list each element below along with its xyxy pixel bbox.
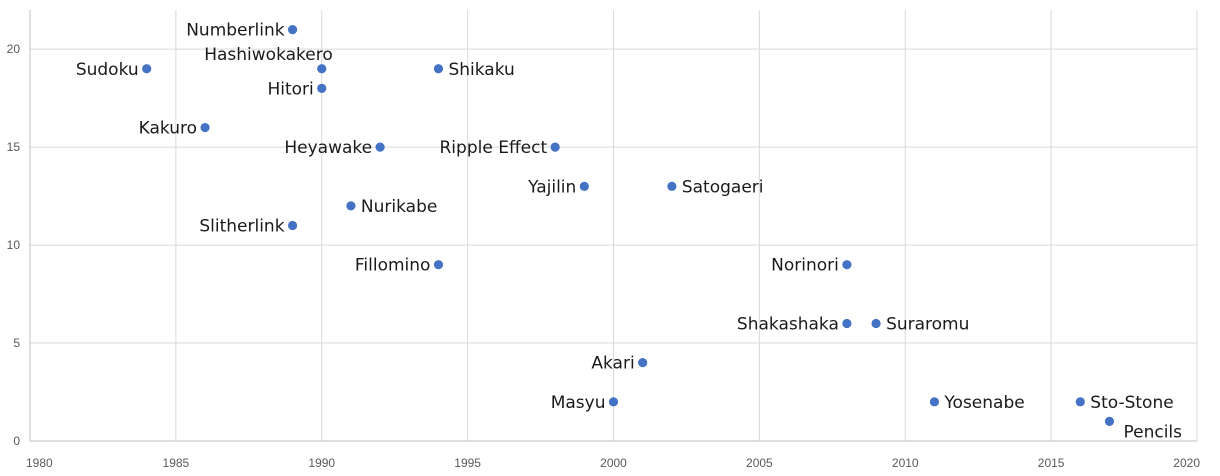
point-label: Pencils (1123, 422, 1182, 442)
data-point (608, 397, 619, 407)
point-label: Suraromu (886, 314, 969, 334)
tick-labels: 1980 1985 1990 1995 2000 2005 2010 2015 20200510… (7, 42, 1201, 470)
axes (29, 10, 1197, 442)
data-point (550, 142, 560, 152)
point-label: Yosenabe (943, 393, 1024, 413)
data-point (317, 83, 327, 93)
y-tick-label: 10 (7, 238, 21, 252)
data-point (871, 318, 881, 329)
data-points (142, 24, 1115, 427)
data-point (1075, 397, 1085, 407)
gridlines (29, 10, 1198, 441)
point-label: Numberlink (186, 21, 285, 41)
point-label: Masyu (551, 393, 606, 413)
data-point (579, 181, 589, 191)
data-point (638, 358, 648, 368)
x-tick-label: 1990 (308, 456, 335, 470)
point-label: Akari (591, 354, 634, 374)
data-point (375, 142, 385, 152)
point-label: Shikaku (448, 60, 514, 80)
x-tick-label: 1995 (454, 456, 481, 470)
y-tick-label: 0 (13, 434, 20, 448)
x-tick-label: 2020 (1173, 456, 1200, 470)
point-label: Yajilin (527, 177, 576, 197)
data-point (200, 122, 210, 133)
point-label: Slitherlink (199, 217, 284, 237)
data-point (842, 318, 852, 329)
y-tick-label: 15 (7, 140, 21, 154)
point-label: Sudoku (76, 60, 139, 80)
data-point (287, 24, 298, 35)
x-tick-label: 2010 (892, 456, 919, 470)
x-tick-label: 2000 (600, 456, 627, 470)
point-label: Fillomino (355, 256, 431, 276)
data-point (142, 64, 152, 74)
y-tick-label: 20 (7, 42, 21, 56)
point-label: Heyawake (284, 138, 372, 158)
point-label: Kakuro (139, 119, 197, 139)
data-point (433, 64, 444, 74)
data-point (346, 201, 356, 211)
point-label: Nurikabe (361, 197, 437, 217)
point-label: Norinori (771, 256, 839, 276)
point-labels: Numberlink Sudoku Hashiwokakero Shikaku Hito… (76, 21, 1182, 443)
point-label: Hashiwokakero (204, 45, 333, 65)
data-point (667, 181, 677, 191)
data-point (842, 260, 852, 270)
x-tick-label: 2015 (1038, 456, 1065, 470)
data-point (1104, 416, 1115, 427)
point-label: Satogaeri (682, 177, 764, 197)
point-label: Sto-Stone (1090, 393, 1173, 413)
y-tick-label: 5 (13, 336, 20, 350)
data-point (433, 260, 444, 270)
x-tick-label: 1980 (26, 456, 53, 470)
point-label: Shakashaka (737, 314, 839, 334)
data-point (929, 397, 940, 407)
data-point (317, 64, 327, 74)
data-point (287, 220, 298, 231)
point-label: Hitori (267, 79, 313, 99)
point-label: Ripple Effect (440, 138, 548, 158)
x-tick-label: 2005 (746, 456, 773, 470)
x-tick-label: 1985 (163, 456, 190, 470)
